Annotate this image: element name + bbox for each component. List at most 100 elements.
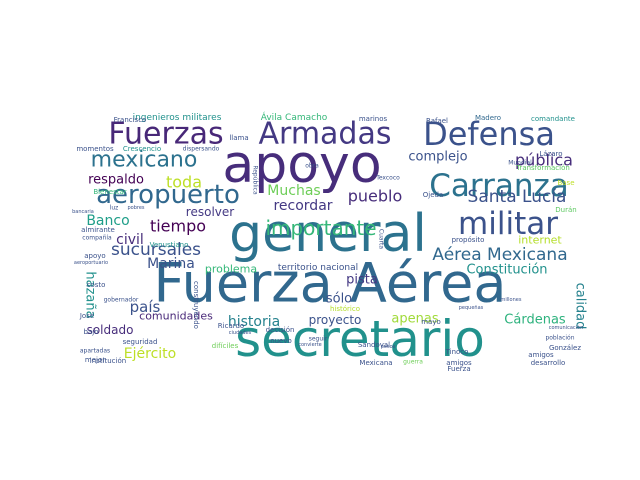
cloud-word: Fuerza Aérea <box>154 252 507 315</box>
cloud-word: Francisco <box>114 116 147 124</box>
cloud-word: pequeñas <box>459 305 484 311</box>
cloud-word: Crescencio <box>123 145 161 153</box>
cloud-word: complejo <box>408 150 467 165</box>
cloud-word: luz <box>110 205 119 212</box>
cloud-word: compañía <box>82 235 112 242</box>
cloud-word: aeropuerto <box>96 180 240 210</box>
cloud-word: internet <box>518 234 562 247</box>
cloud-word: obra <box>305 163 319 170</box>
cloud-word: Sandoval <box>358 341 390 349</box>
cloud-word: amigos <box>528 351 554 359</box>
cloud-word: ingenieros militares <box>133 113 222 123</box>
cloud-word: millones <box>501 297 522 303</box>
cloud-word: almirante <box>81 226 115 234</box>
cloud-word: amigos <box>446 359 472 367</box>
cloud-word: Mundial <box>508 160 532 167</box>
cloud-word: Tinoco <box>445 348 469 356</box>
cloud-word: Carranza <box>429 168 569 204</box>
cloud-word: González <box>549 344 581 352</box>
cloud-word: soldado <box>87 323 134 337</box>
cloud-word: República <box>252 165 259 195</box>
cloud-word: seguridad <box>123 338 158 346</box>
cloud-word: Ricardo <box>218 322 244 330</box>
cloud-word: Fuerza <box>447 365 470 373</box>
cloud-word: general <box>229 204 427 264</box>
cloud-word: secretario <box>235 310 485 368</box>
cloud-word: Marina <box>147 256 195 272</box>
cloud-word: Aérea Mexicana <box>432 245 567 265</box>
cloud-word: sucursales <box>111 240 201 260</box>
cloud-word: recordar <box>273 198 332 214</box>
cloud-word: Lázaro <box>539 150 562 158</box>
cloud-word: hazaña <box>83 271 98 318</box>
cloud-word: proyecto <box>309 313 362 327</box>
cloud-word: Base <box>557 179 574 187</box>
cloud-word: Madero <box>475 114 501 122</box>
cloud-word: Muchas <box>267 183 320 199</box>
cloud-word: apoyo <box>84 252 105 260</box>
cloud-word: Ejército <box>124 346 176 362</box>
cloud-word: pueblo <box>348 187 403 206</box>
cloud-word: institución <box>90 357 126 365</box>
cloud-word: comandante <box>531 115 575 123</box>
cloud-word: civil <box>116 232 144 248</box>
cloud-word: historia <box>228 314 280 330</box>
cloud-word: mayo <box>421 318 441 326</box>
cloud-word: José <box>79 312 94 320</box>
cloud-word: costo <box>87 281 106 289</box>
cloud-word: Texcoco <box>375 175 400 182</box>
cloud-word: difíciles <box>212 342 239 350</box>
cloud-word: respaldo <box>88 173 144 188</box>
cloud-word: población <box>545 335 574 342</box>
cloud-word: mejor <box>85 356 105 364</box>
cloud-word: Mexicana <box>359 359 392 367</box>
cloud-word: militar <box>458 206 558 242</box>
cloud-word: Cuarta <box>378 229 385 249</box>
cloud-word: propósito <box>452 236 485 244</box>
cloud-word: Armadas <box>259 117 392 152</box>
cloud-word: calidad <box>573 283 588 330</box>
cloud-word: sólo <box>326 292 352 307</box>
cloud-word: comunicación <box>549 324 584 331</box>
cloud-word: dispersando <box>183 146 220 153</box>
cloud-word: guerra <box>403 359 423 366</box>
cloud-word: pública <box>515 151 573 170</box>
cloud-word: apenas <box>391 312 438 327</box>
cloud-word: Venustiano <box>150 241 189 249</box>
cloud-word: construyendo <box>192 281 200 329</box>
cloud-word: Banco <box>86 213 129 229</box>
cloud-word: seguir <box>309 336 328 343</box>
cloud-word: Ojeda <box>423 191 444 199</box>
cloud-word: bajo <box>84 328 99 336</box>
cloud-word: marinos <box>359 115 388 123</box>
cloud-word: pobres <box>127 205 144 211</box>
cloud-word: nuevo <box>270 337 292 345</box>
cloud-word: resolver <box>186 205 234 219</box>
cloud-word: comunidades <box>139 310 213 323</box>
cloud-word: Rafael <box>426 117 448 125</box>
cloud-word: histórico <box>330 305 360 313</box>
cloud-word: Cárdenas <box>504 313 566 328</box>
cloud-word: pesos <box>381 344 396 350</box>
cloud-word: Fuerzas <box>108 117 223 152</box>
cloud-word: llama <box>229 134 248 142</box>
cloud-word: territorio nacional <box>278 263 358 273</box>
cloud-word: pista <box>346 273 378 288</box>
cloud-word: momentos <box>76 145 114 153</box>
cloud-word: apartadas <box>80 348 110 355</box>
cloud-word: bancaria <box>72 209 94 215</box>
cloud-word: Durán <box>555 206 576 214</box>
cloud-word: ciudades <box>229 330 252 336</box>
cloud-word: problema <box>205 263 257 276</box>
cloud-word: Santa Lucía <box>468 187 567 207</box>
cloud-word: gobernador <box>104 297 139 304</box>
cloud-word: Transformación <box>515 164 570 172</box>
cloud-word: desarrollo <box>531 359 566 367</box>
cloud-word: tiempo <box>150 217 206 236</box>
cloud-word: país <box>130 298 161 316</box>
cloud-word: Ávila Camacho <box>261 111 328 123</box>
cloud-word: importante <box>265 216 376 240</box>
